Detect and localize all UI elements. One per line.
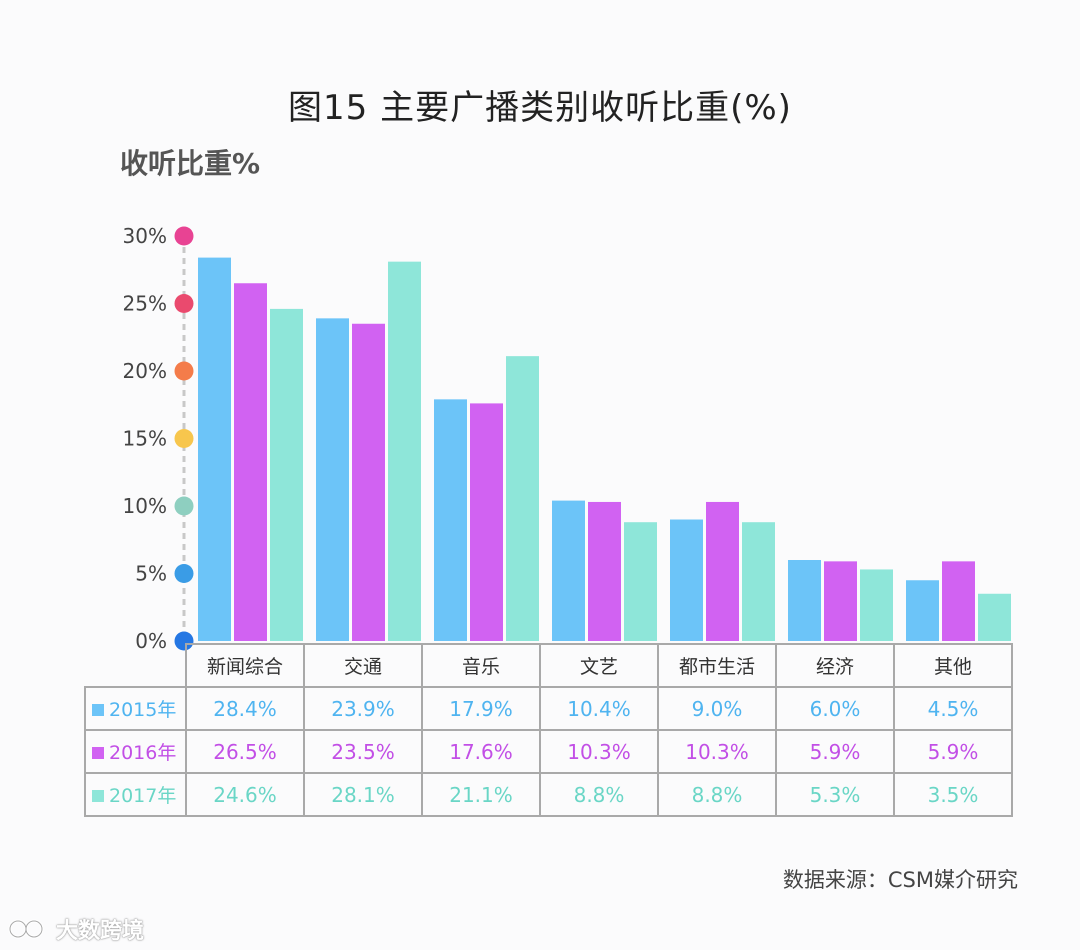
category-label: 文艺: [539, 643, 659, 688]
table-cell: 10.4%: [539, 686, 659, 731]
table-row-2016: 2016年 26.5% 23.5% 17.6% 10.3% 10.3% 5.9%…: [84, 729, 1013, 774]
data-source-note: 数据来源：CSM媒介研究: [782, 868, 1018, 892]
table-cell: 5.3%: [775, 772, 895, 817]
bar: [824, 561, 857, 641]
y-tick-label: 20%: [123, 359, 167, 383]
y-tick-dot: [174, 294, 194, 313]
bar: [270, 308, 303, 641]
bar: [588, 501, 621, 641]
table-cell: 8.8%: [539, 772, 659, 817]
y-tick-label: 5%: [135, 562, 167, 586]
table-cell: 5.9%: [775, 729, 895, 774]
table-cell: 10.3%: [657, 729, 777, 774]
legend-swatch: [92, 747, 104, 759]
watermark-text: 大数跨境: [56, 919, 145, 944]
y-tick-dot: [174, 429, 194, 448]
bar: [388, 261, 421, 641]
watermark-logo-icon: [8, 919, 44, 939]
category-label: 都市生活: [657, 643, 777, 688]
bar: [506, 356, 539, 641]
legend-2016: 2016年: [84, 729, 187, 774]
bar: [234, 283, 267, 641]
chart-title: 图15 主要广播类别收听比重(%): [288, 88, 792, 128]
legend-2017: 2017年: [84, 772, 187, 817]
table-cell: 9.0%: [657, 686, 777, 731]
category-header-row: 新闻综合 交通 音乐 文艺 都市生活 经济 其他: [85, 643, 1013, 688]
y-tick-dot: [174, 496, 194, 516]
table-corner: [85, 644, 187, 688]
table-cell: 28.1%: [303, 772, 423, 817]
watermark: 大数跨境: [8, 913, 144, 945]
y-tick-dot: [174, 226, 194, 246]
data-table: 新闻综合 交通 音乐 文艺 都市生活 经济 其他 2015年 28.4% 23.…: [84, 643, 1013, 817]
table-row-2015: 2015年 28.4% 23.9% 17.9% 10.4% 9.0% 6.0% …: [84, 686, 1013, 731]
bar: [316, 318, 349, 641]
bar: [470, 403, 503, 641]
bar: [742, 522, 775, 641]
y-axis-unit-label: 收听比重%: [120, 147, 261, 180]
bar: [552, 500, 585, 641]
y-tick-label: 25%: [123, 292, 167, 316]
bar: [706, 501, 739, 641]
bar: [670, 519, 703, 641]
y-tick-label: 15%: [123, 427, 167, 451]
table-cell: 28.4%: [185, 686, 305, 731]
category-label: 交通: [303, 643, 423, 688]
table-cell: 5.9%: [893, 729, 1013, 774]
bar: [624, 522, 657, 641]
table-cell: 21.1%: [421, 772, 541, 817]
legend-label: 2017年: [109, 785, 177, 807]
bar: [906, 580, 939, 641]
y-tick-label: 10%: [123, 494, 167, 518]
bar: [198, 257, 231, 641]
table-row-2017: 2017年 24.6% 28.1% 21.1% 8.8% 8.8% 5.3% 3…: [84, 772, 1013, 817]
legend-2015: 2015年: [84, 686, 187, 731]
legend-label: 2015年: [109, 699, 177, 721]
category-label: 音乐: [421, 643, 541, 688]
table-cell: 8.8%: [657, 772, 777, 817]
category-label: 其他: [893, 643, 1013, 688]
bar: [978, 593, 1011, 641]
table-cell: 17.6%: [421, 729, 541, 774]
legend-swatch: [92, 704, 104, 716]
table-cell: 23.9%: [303, 686, 423, 731]
table-cell: 23.5%: [303, 729, 423, 774]
bar: [860, 569, 893, 641]
table-cell: 24.6%: [185, 772, 305, 817]
table-cell: 4.5%: [893, 686, 1013, 731]
table-cell: 3.5%: [893, 772, 1013, 817]
table-cell: 26.5%: [185, 729, 305, 774]
table-cell: 10.3%: [539, 729, 659, 774]
y-tick-dot: [174, 361, 194, 381]
table-cell: 6.0%: [775, 686, 895, 731]
table-cell: 17.9%: [421, 686, 541, 731]
bar: [942, 561, 975, 641]
y-tick-label: 30%: [123, 224, 167, 248]
legend-swatch: [92, 790, 104, 802]
bar-chart: 0%5%10%15%20%25%30%: [123, 224, 1011, 653]
legend-label: 2016年: [109, 742, 177, 764]
y-tick-dot: [174, 564, 194, 583]
bar: [352, 323, 385, 641]
bar: [434, 399, 467, 641]
category-label: 经济: [775, 643, 895, 688]
category-label: 新闻综合: [185, 643, 305, 688]
bar: [788, 560, 821, 641]
